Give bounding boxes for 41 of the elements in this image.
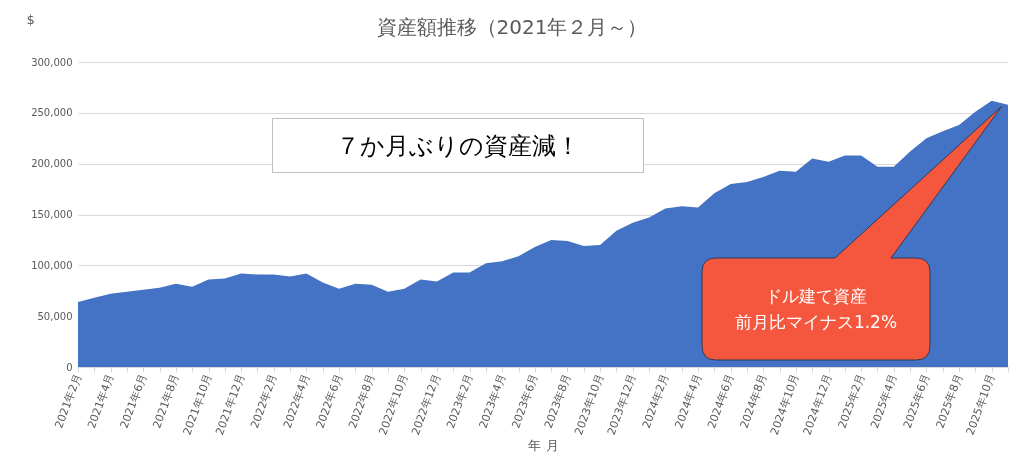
x-tick-label: 2021年2月 (52, 372, 85, 431)
y-tick-label: 300,000 (31, 56, 73, 68)
x-tick-label: 2022年8月 (346, 372, 378, 431)
x-tick-label: 2022年6月 (313, 372, 346, 431)
y-tick-label: 50,000 (37, 310, 73, 322)
x-tick-label: 2024年8月 (737, 372, 770, 431)
y-tick-label: 150,000 (31, 209, 73, 220)
x-tick-label: 2021年8月 (150, 372, 183, 431)
y-tick-label: 0 (66, 361, 73, 373)
x-tick-label: 2025年8月 (933, 372, 966, 431)
x-tick-label: 2024年6月 (705, 372, 737, 431)
x-tick-label: 2022年10月 (376, 372, 411, 437)
x-tick-label: 2024年10月 (767, 372, 803, 437)
x-tick-label: 2021年4月 (85, 372, 117, 431)
x-tick-label: 2024年2月 (639, 372, 672, 431)
y-tick-label: 250,000 (31, 107, 73, 119)
chart-title: 資産額推移（2021年２月～） (376, 15, 648, 39)
y-tick-label: 200,000 (31, 158, 73, 170)
x-tick-label: 2025年6月 (900, 372, 933, 431)
x-tick-label: 2023年6月 (509, 372, 541, 431)
x-tick-label: 2021年10月 (180, 372, 215, 437)
x-tick-label: 2024年12月 (800, 372, 835, 437)
x-tick-label: 2023年4月 (476, 372, 509, 431)
x-tick-label: 2025年2月 (835, 372, 868, 431)
x-tick-label: 2023年2月 (444, 372, 476, 431)
x-tick-label: 2025年4月 (868, 372, 900, 431)
x-tick-label: 2022年12月 (408, 372, 444, 437)
x-tick-label: 2021年6月 (117, 372, 150, 431)
x-tick-label: 2021年12月 (213, 372, 248, 437)
x-tick-label: 2025年10月 (963, 372, 998, 437)
x-tick-label: 2022年2月 (248, 372, 280, 431)
x-tick-label: 2023年8月 (541, 372, 574, 431)
x-axis-title: 年 月 (528, 438, 559, 454)
x-tick-label: 2022年4月 (280, 372, 313, 431)
y-tick-label: 100,000 (31, 259, 73, 271)
x-tick-label: 2023年10月 (572, 372, 607, 437)
x-tick-label: 2023年12月 (604, 372, 639, 437)
x-tick-label: 2024年4月 (672, 372, 705, 431)
annotation: 前月比マイナス1.2% (734, 311, 898, 334)
annotation: ドル建て資産 (765, 285, 867, 308)
y-axis-title: $ (26, 11, 35, 27)
